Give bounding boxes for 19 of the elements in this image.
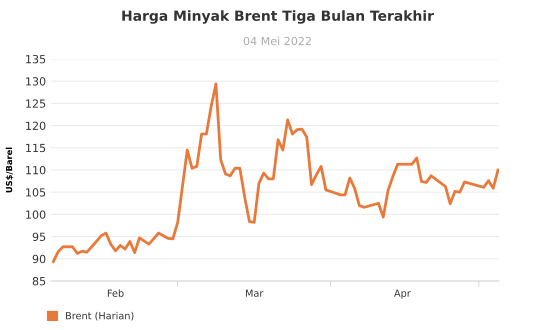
- y-tick-label: 90: [32, 254, 46, 264]
- y-tick-label: 110: [26, 166, 46, 174]
- y-axis-title: US$/Barel: [6, 148, 14, 192]
- y-tick-label: 105: [26, 188, 46, 197]
- chart-title: Harga Minyak Brent Tiga Bulan Terakhir: [122, 10, 434, 24]
- y-tick-label: 100: [26, 210, 46, 219]
- line-series: [52, 82, 499, 263]
- y-tick-label: 115: [26, 144, 46, 152]
- y-tick-label: 125: [26, 99, 46, 108]
- y-tick-label: 135: [26, 54, 46, 64]
- legend-label: Brent (Harian): [66, 312, 134, 321]
- x-tick-label: Feb: [108, 289, 124, 297]
- y-tick-label: 85: [32, 276, 46, 286]
- y-tick-label: 95: [32, 232, 46, 241]
- chart-subtitle: 04 Mei 2022: [244, 36, 311, 46]
- x-tick-label: Apr: [394, 290, 411, 299]
- y-tick-label: 120: [26, 122, 46, 130]
- x-tick-label: Mar: [246, 290, 264, 297]
- y-tick-label: 130: [26, 77, 46, 86]
